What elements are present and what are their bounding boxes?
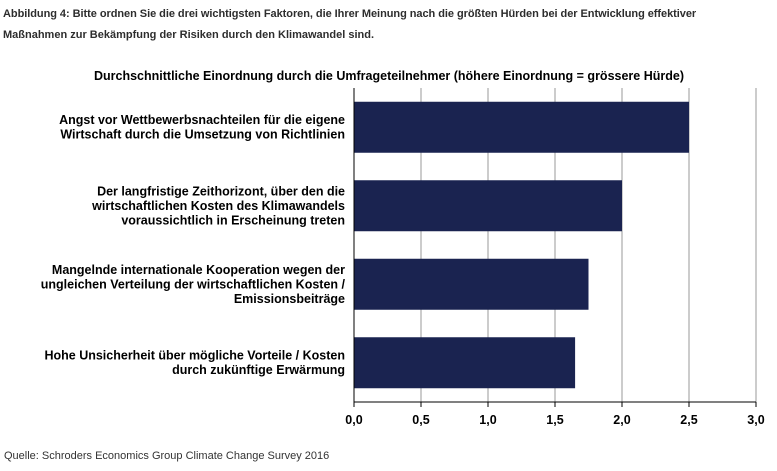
bar <box>354 101 689 153</box>
category-label-line: Angst vor Wettbewerbsnachteilen für die … <box>59 113 345 127</box>
x-tick-label: 2,5 <box>680 413 697 427</box>
category-label: Mangelnde internationale Kooperation weg… <box>41 263 346 306</box>
caption-line-2: Maßnahmen zur Bekämpfung der Risiken dur… <box>3 29 375 41</box>
category-label-line: wirtschaftlichen Kosten des Klimawandels <box>91 199 345 213</box>
category-label-line: Mangelnde internationale Kooperation weg… <box>52 263 345 277</box>
source-note: Quelle: Schroders Economics Group Climat… <box>4 450 330 462</box>
x-axis: 0,0 0,5 1,0 1,5 2,0 2,5 3,0 <box>345 88 765 427</box>
category-label-line: Wirtschaft durch die Umsetzung von Richt… <box>60 128 345 142</box>
figure-caption: Abbildung 4: Bitte ordnen Sie die drei w… <box>3 4 773 46</box>
bar <box>354 180 622 232</box>
category-label-line: Emissionsbeiträge <box>234 292 345 306</box>
x-tick-label: 0,0 <box>345 413 362 427</box>
bars <box>354 101 689 389</box>
category-label-line: durch zukünftige Erwärmung <box>172 363 345 377</box>
category-label-line: Der langfristige Zeithorizont, über den … <box>97 184 345 198</box>
bar <box>354 337 576 389</box>
category-label-line: ungleichen Verteilung der wirtschaftlich… <box>41 277 346 291</box>
category-label-line: voraussichtlich in Erscheinung treten <box>121 213 345 227</box>
x-tick-label: 0,5 <box>412 413 429 427</box>
category-labels: Angst vor Wettbewerbsnachteilen für die … <box>41 113 346 377</box>
chart-title: Durchschnittliche Einordnung durch die U… <box>94 69 684 83</box>
caption-line-1: Abbildung 4: Bitte ordnen Sie die drei w… <box>3 8 697 20</box>
x-tick-label: 2,0 <box>613 413 630 427</box>
category-label-line: Hohe Unsicherheit über mögliche Vorteile… <box>44 349 345 363</box>
category-label: Angst vor Wettbewerbsnachteilen für die … <box>59 113 345 142</box>
x-tick-label: 1,0 <box>479 413 496 427</box>
bar <box>354 258 589 310</box>
category-label: Hohe Unsicherheit über mögliche Vorteile… <box>44 349 345 378</box>
x-tick-label: 3,0 <box>747 413 764 427</box>
category-label: Der langfristige Zeithorizont, über den … <box>91 184 345 227</box>
x-tick-label: 1,5 <box>546 413 563 427</box>
